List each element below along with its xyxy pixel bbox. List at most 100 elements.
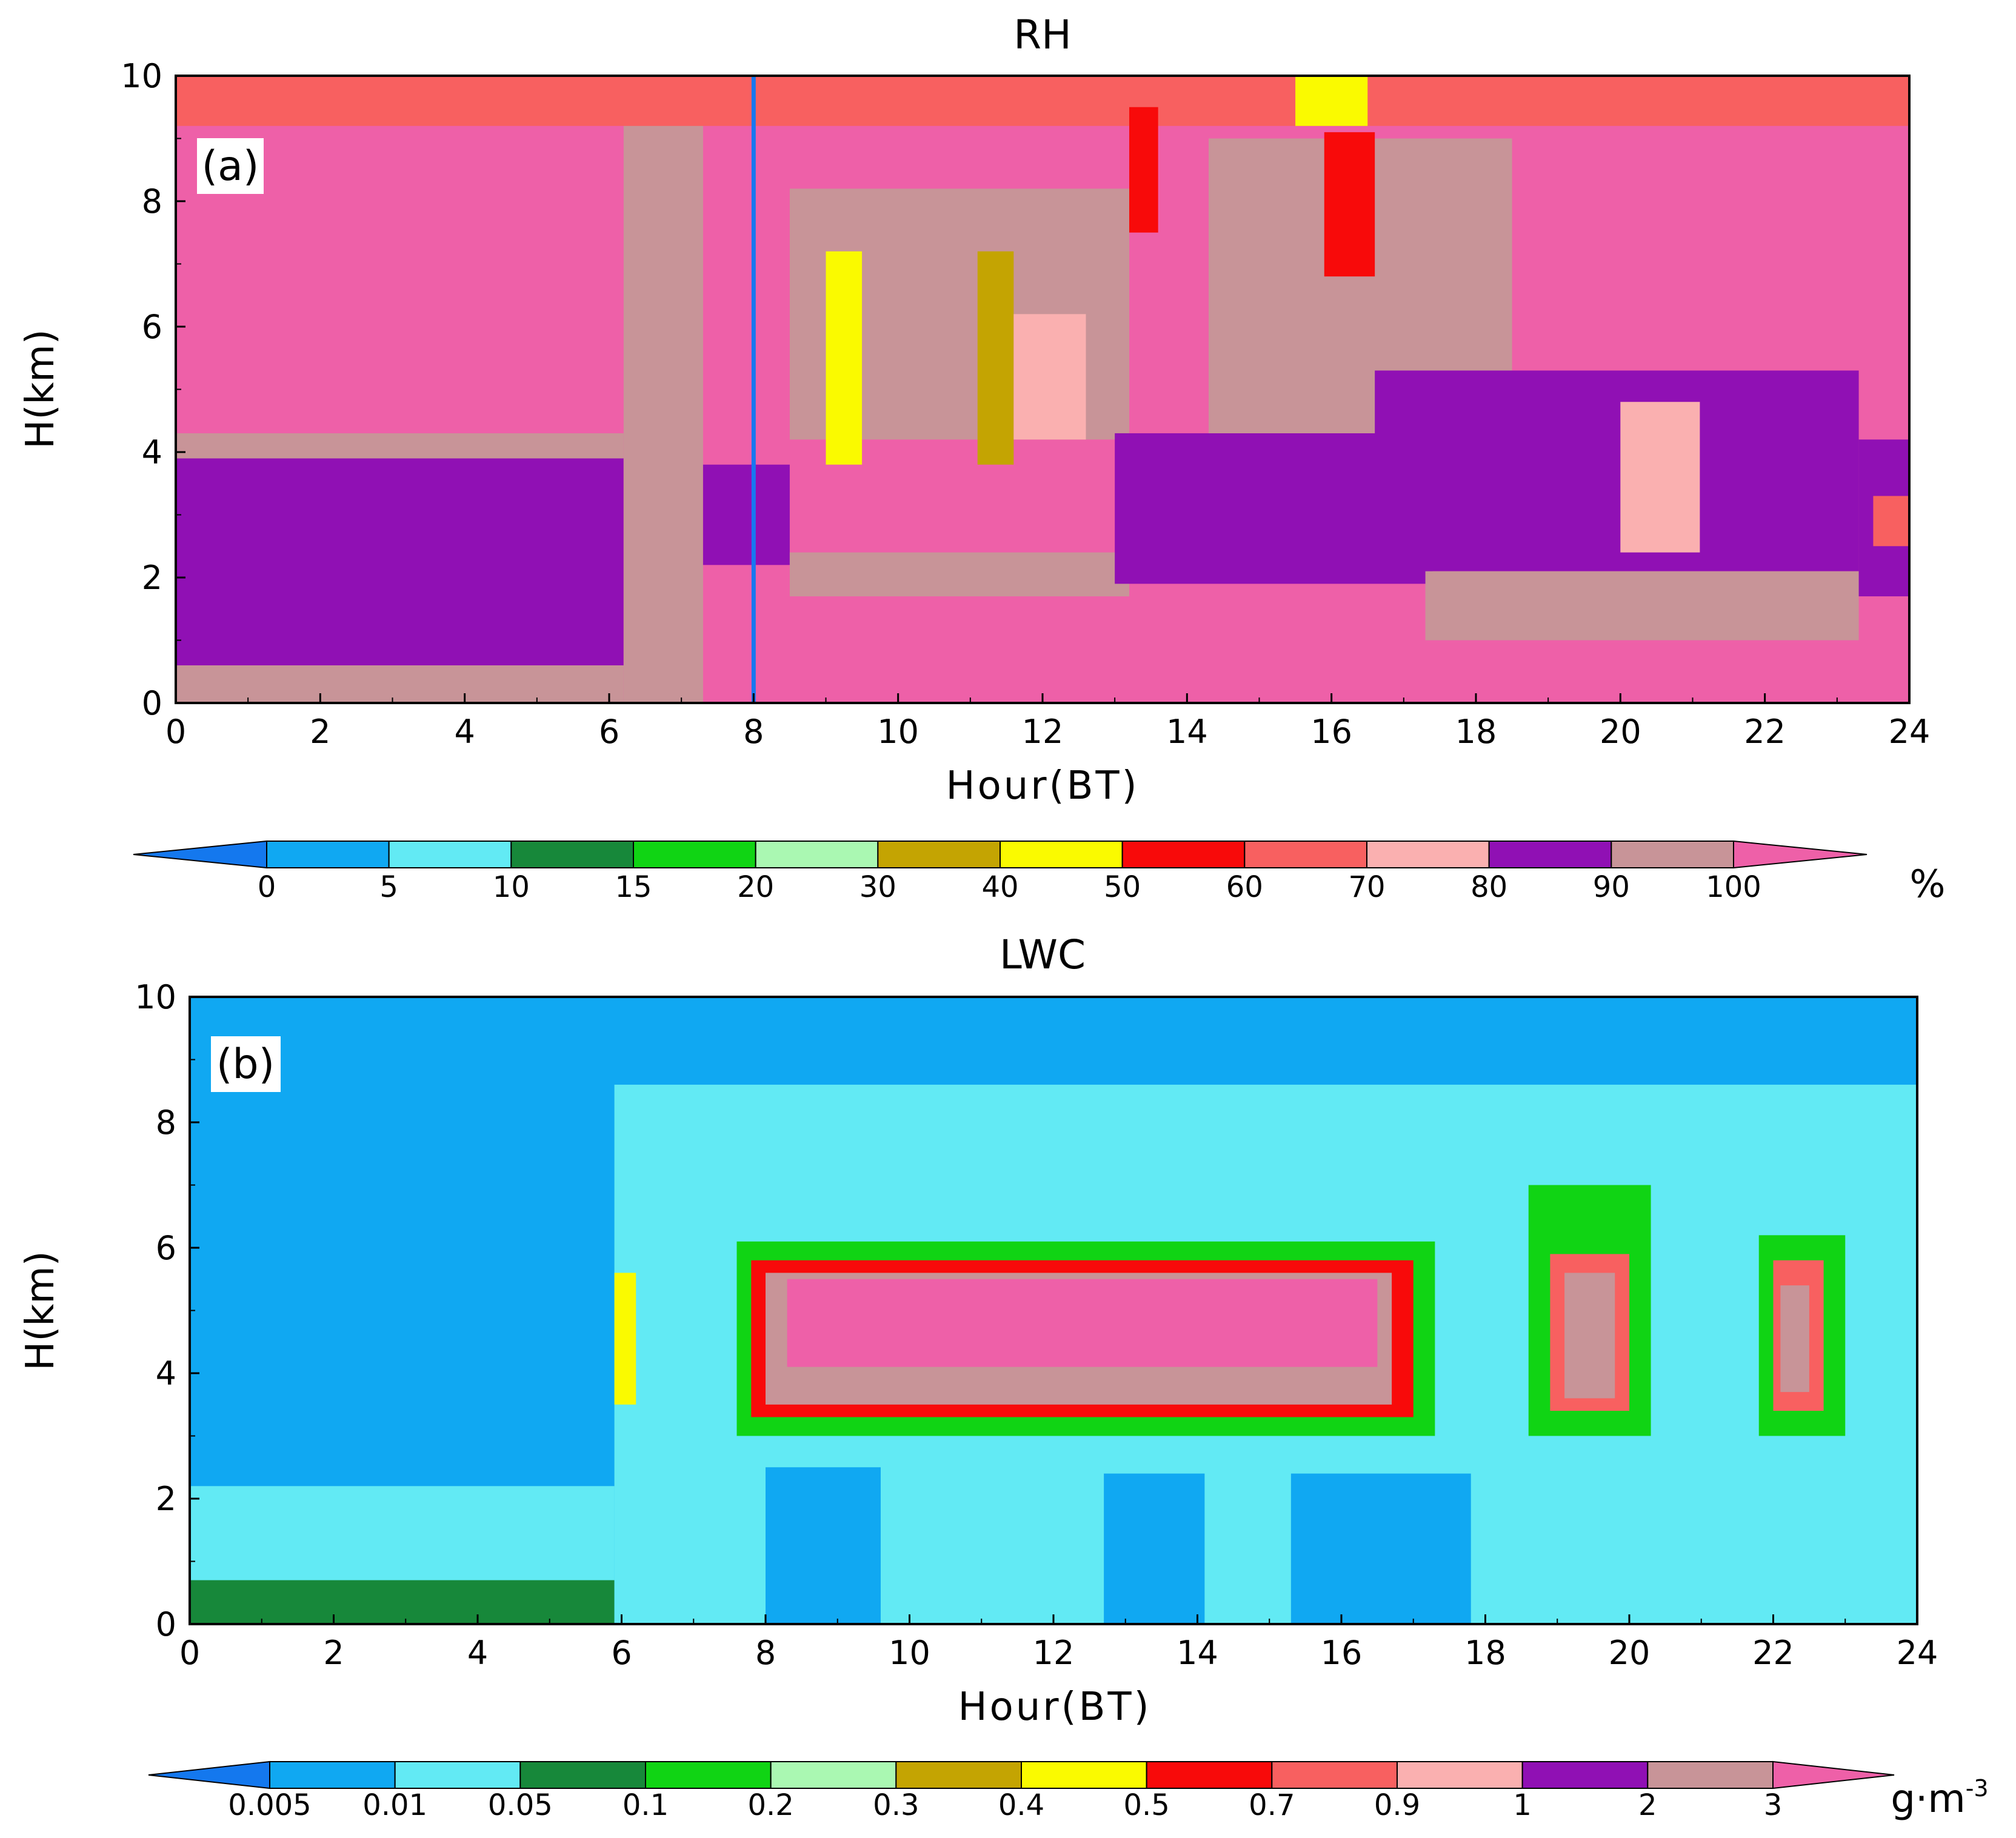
x-tick-label: 10: [877, 713, 919, 751]
colorbar-arrow-right: [1733, 840, 1867, 869]
contour-region: [176, 665, 624, 703]
colorbar-tick-label: 3: [1764, 1788, 1783, 1822]
y-tick-label: 8: [156, 1104, 176, 1142]
contour-region: [1013, 314, 1086, 440]
y-tick-label: 0: [142, 684, 162, 722]
contour-region: [1129, 107, 1158, 233]
colorbar-tick-label: 0: [258, 870, 276, 904]
contour-region: [1375, 370, 1859, 571]
colorbar-swatch: [269, 1761, 396, 1789]
x-tick-label: 10: [889, 1634, 930, 1672]
x-tick-label: 16: [1310, 713, 1352, 751]
colorbar-tick-label: 0.4: [998, 1788, 1044, 1822]
x-tick-label: 14: [1166, 713, 1208, 751]
colorbar-arrow-right: [1772, 1760, 1895, 1790]
x-tick-label: 8: [743, 713, 764, 751]
colorbar-swatch: [770, 1761, 897, 1789]
x-tick-label: 18: [1455, 713, 1497, 751]
contour-region: [1295, 76, 1368, 126]
colorbar-tick-label: 100: [1706, 870, 1761, 904]
y-tick-label: 10: [121, 57, 162, 95]
colorbar-swatch: [1366, 841, 1490, 868]
x-tick-label: 20: [1600, 713, 1641, 751]
y-axis-label-lwc: H(km): [18, 1251, 63, 1370]
x-tick-label: 2: [310, 713, 330, 751]
colorbar-swatch: [1610, 841, 1734, 868]
y-tick-label: 6: [156, 1229, 176, 1267]
colorbar-tick-label: 2: [1638, 1788, 1657, 1822]
x-tick-label: 0: [179, 1634, 200, 1672]
colorbar-swatch: [1271, 1761, 1398, 1789]
panel-label-b: (b): [216, 1041, 275, 1088]
contour-region: [623, 76, 703, 703]
colorbar-swatch: [1521, 1761, 1649, 1789]
contour-region: [190, 1580, 615, 1624]
colorbar-swatch: [1244, 841, 1367, 868]
colorbar-tick-label: 0.3: [873, 1788, 919, 1822]
x-axis-label-rh: Hour(BT): [946, 764, 1139, 808]
x-tick-label: 4: [454, 713, 475, 751]
contour-region: [176, 458, 624, 665]
colorbar-rh: 0 5 10 15 20 30 40 50 60 70 80 90 100: [133, 840, 1867, 904]
colorbar-unit-lwc: g·m-3: [1891, 1775, 1988, 1822]
contour-region: [176, 76, 1909, 126]
contour-region: [766, 1467, 881, 1624]
colorbar-swatch: [1121, 841, 1246, 868]
colorbar-arrow-left: [133, 840, 267, 869]
x-tick-label: 12: [1022, 713, 1064, 751]
panel-label-a: (a): [202, 142, 259, 190]
contour-region: [789, 552, 1129, 597]
colorbar-swatch: [755, 841, 879, 868]
colorbar-tick-label: 80: [1470, 870, 1507, 904]
contour-region: [1324, 132, 1375, 277]
colorbar-swatch: [1397, 1761, 1523, 1789]
x-tick-label: 6: [599, 713, 619, 751]
colorbar-tick-label: 1: [1513, 1788, 1532, 1822]
y-tick-label: 4: [156, 1354, 176, 1393]
contour-region: [176, 433, 624, 459]
colorbar-tick-label: 0.005: [228, 1788, 311, 1822]
colorbar-tick-label: 0.2: [747, 1788, 793, 1822]
x-axis-label-lwc: Hour(BT): [958, 1685, 1151, 1730]
colorbar-swatch: [1000, 841, 1123, 868]
colorbar-swatch: [1647, 1761, 1774, 1789]
plot-area-lwc: [190, 997, 1917, 1624]
x-tick-label: 8: [755, 1634, 776, 1672]
contour-region: [703, 464, 790, 565]
y-tick-label: 0: [156, 1605, 176, 1643]
x-tick-label: 24: [1889, 713, 1931, 751]
contour-region: [826, 251, 863, 465]
colorbar-swatch: [388, 841, 512, 868]
y-tick-label: 10: [135, 978, 176, 1016]
chart-title-lwc: LWC: [1000, 931, 1086, 978]
colorbar-unit-rh: %: [1910, 862, 1946, 906]
y-tick-label: 4: [142, 433, 162, 471]
colorbar-tick-label: 10: [493, 870, 530, 904]
colorbar-arrow-left: [148, 1760, 270, 1790]
colorbar-swatch: [895, 1761, 1023, 1789]
contour-region: [1425, 571, 1859, 641]
colorbar-swatch: [1488, 841, 1612, 868]
panel-label-b-box: (b): [211, 1036, 281, 1092]
colorbar-tick-label: 60: [1226, 870, 1263, 904]
colorbar-lwc: 0.005 0.01 0.05 0.1 0.2 0.3 0.4 0.5 0.7 0.9 1 2 3: [148, 1760, 1895, 1822]
contour-region: [1290, 1473, 1471, 1624]
colorbar-tick-label: 0.5: [1123, 1788, 1169, 1822]
contour-region: [1780, 1285, 1809, 1393]
colorbar-tick-label: 90: [1593, 870, 1630, 904]
x-tick-label: 20: [1609, 1634, 1651, 1672]
y-tick-label: 8: [142, 182, 162, 221]
x-tick-label: 4: [467, 1634, 488, 1672]
panel-label-a-box: (a): [197, 138, 264, 194]
x-tick-label: 12: [1033, 1634, 1075, 1672]
colorbar-tick-label: 0.7: [1249, 1788, 1295, 1822]
rh-contour-regions: [176, 76, 1909, 703]
contour-region: [1564, 1273, 1615, 1399]
colorbar-tick-label: 70: [1348, 870, 1385, 904]
contour-region: [614, 1273, 636, 1405]
contour-region: [1873, 496, 1909, 547]
y-tick-label: 2: [156, 1480, 176, 1518]
